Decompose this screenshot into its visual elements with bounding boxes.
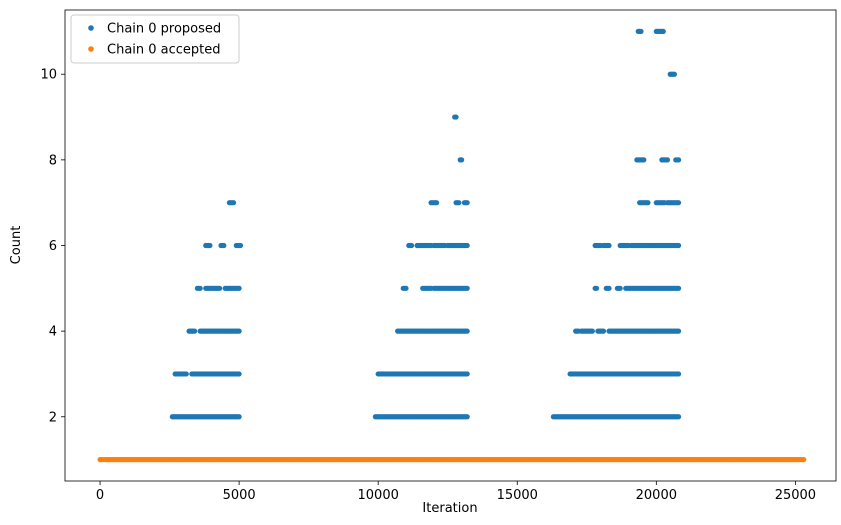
data-point [593, 285, 600, 291]
data-point [236, 414, 242, 420]
y-axis-label: Count [9, 226, 24, 265]
y-axis: 2 4 6 8 10 [40, 68, 65, 425]
data-point [617, 285, 623, 291]
data-point [221, 242, 227, 249]
legend-marker [88, 46, 94, 52]
data-point [408, 242, 415, 249]
data-point [801, 456, 807, 463]
data-point [236, 328, 242, 334]
accepted-series [97, 456, 807, 463]
data-point [217, 285, 223, 291]
data-point [675, 285, 682, 291]
legend: Chain 0 proposed Chain 0 accepted [70, 14, 240, 64]
data-point [641, 157, 647, 163]
data-point [237, 242, 244, 249]
x-tick-label: 20000 [636, 488, 677, 503]
x-tick-label: 5000 [223, 488, 256, 503]
y-tick-label: 8 [49, 153, 57, 168]
data-point [230, 200, 237, 206]
legend-marker [88, 25, 94, 31]
data-point [664, 157, 671, 163]
data-point [464, 285, 470, 291]
data-point [675, 328, 682, 334]
legend-label: Chain 0 accepted [107, 43, 221, 58]
data-point [675, 414, 682, 420]
data-point [464, 200, 470, 206]
data-point [645, 200, 651, 206]
data-point [464, 328, 470, 334]
data-point [456, 200, 462, 206]
x-tick-label: 10000 [358, 488, 399, 503]
data-point [638, 28, 644, 35]
data-point [236, 371, 242, 377]
x-axis: 0 5000 10000 15000 20000 25000 [96, 481, 816, 503]
y-tick-label: 10 [40, 68, 57, 83]
data-point [464, 371, 470, 377]
data-point [433, 200, 440, 206]
data-point [675, 242, 682, 249]
data-point [606, 285, 612, 291]
x-tick-label: 15000 [497, 488, 538, 503]
y-tick-label: 4 [49, 325, 57, 340]
x-axis-label: Iteration [422, 501, 477, 516]
data-point [606, 242, 612, 249]
data-point [589, 328, 595, 334]
data-point [671, 71, 678, 77]
data-point [464, 242, 470, 249]
data-point [675, 157, 682, 163]
data-point [207, 242, 213, 249]
x-tick-label: 25000 [775, 488, 816, 503]
data-point [197, 285, 203, 291]
data-point [403, 285, 409, 291]
data-point [192, 328, 198, 334]
data-point [183, 371, 189, 377]
data-point [675, 371, 682, 377]
data-point [675, 200, 682, 206]
y-tick-label: 2 [49, 410, 57, 425]
data-point [600, 328, 607, 334]
data-point [660, 28, 666, 35]
legend-box [70, 14, 240, 64]
data-point [464, 414, 470, 420]
data-point [236, 285, 242, 291]
data-point [453, 114, 459, 120]
data-point [459, 157, 465, 163]
x-tick-label: 0 [96, 488, 104, 503]
proposed-series [169, 28, 682, 420]
y-tick-label: 6 [49, 239, 57, 254]
legend-label: Chain 0 proposed [107, 22, 221, 37]
